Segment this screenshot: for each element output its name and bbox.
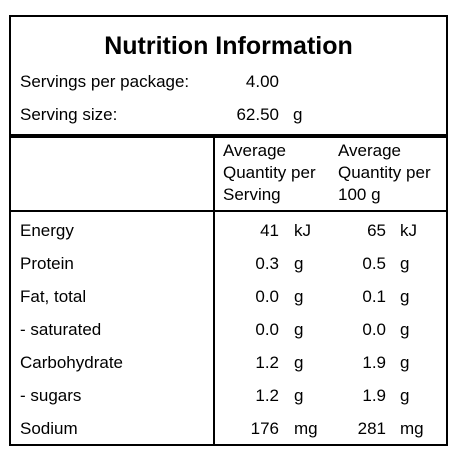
serving-unit: mg — [294, 419, 318, 438]
serving-size-value: 62.50 — [236, 105, 279, 124]
serving-size-unit: g — [293, 105, 303, 124]
per100-value: 281 — [357, 419, 386, 438]
serving-unit: g — [294, 320, 304, 339]
nutrient-name: - sugars — [20, 386, 82, 405]
serving-unit: g — [294, 353, 304, 372]
serving-unit: g — [294, 287, 304, 306]
serving-value: 0.0 — [255, 287, 279, 306]
per100-unit: g — [400, 320, 410, 339]
servings-value: 4.00 — [245, 72, 279, 91]
per100-value: 0.1 — [362, 287, 386, 306]
column-divider — [213, 138, 215, 444]
col-header-serving-line3: Serving — [223, 185, 281, 204]
col-header-serving-line2: Quantity per — [223, 163, 316, 182]
per100-value: 1.9 — [362, 386, 386, 405]
serving-unit: g — [294, 254, 304, 273]
per100-value: 65 — [367, 221, 386, 240]
serving-unit: g — [294, 386, 304, 405]
nutrition-panel: Nutrition Information Servings per packa… — [9, 15, 448, 446]
nutrient-name: Carbohydrate — [20, 353, 124, 372]
col-header-100g-line3: 100 g — [338, 185, 381, 204]
serving-value: 1.2 — [255, 386, 279, 405]
serving-value: 1.2 — [255, 353, 279, 372]
col-header-100g-line2: Quantity per — [338, 163, 431, 182]
nutrient-name: Protein — [20, 254, 74, 273]
serving-unit: kJ — [294, 221, 311, 240]
col-header-100g-line1: Average — [338, 141, 402, 160]
per100-unit: g — [400, 254, 410, 273]
serving-value: 176 — [250, 419, 279, 438]
col-header-serving-line1: Average — [223, 141, 287, 160]
divider-thin — [11, 210, 446, 212]
serving-value: 0.0 — [255, 320, 279, 339]
per100-unit: g — [400, 353, 410, 372]
divider-thick — [11, 134, 446, 138]
nutrient-name: - saturated — [20, 320, 102, 339]
serving-size-label: Serving size: — [20, 105, 118, 124]
per100-unit: kJ — [400, 221, 417, 240]
serving-value: 0.3 — [255, 254, 279, 273]
nutrient-name: Fat, total — [20, 287, 87, 306]
servings-label: Servings per package: — [20, 72, 190, 91]
nutrient-name: Energy — [20, 221, 74, 240]
per100-unit: g — [400, 287, 410, 306]
per100-value: 1.9 — [362, 353, 386, 372]
per100-unit: g — [400, 386, 410, 405]
serving-value: 41 — [260, 221, 279, 240]
nutrient-name: Sodium — [20, 419, 78, 438]
per100-value: 0.0 — [362, 320, 386, 339]
per100-value: 0.5 — [362, 254, 386, 273]
per100-unit: mg — [400, 419, 424, 438]
panel-title: Nutrition Information — [104, 32, 353, 60]
